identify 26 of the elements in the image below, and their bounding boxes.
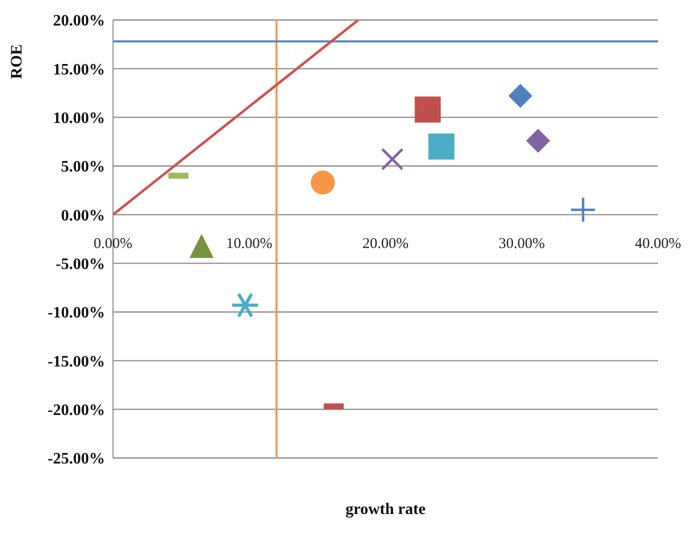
y-tick-label: 10.00% <box>53 110 105 128</box>
point <box>526 128 550 153</box>
y-tick-label: 5.00% <box>61 158 105 176</box>
point <box>190 234 214 258</box>
point <box>571 198 596 222</box>
point <box>414 96 441 123</box>
y-tick-label: -15.00% <box>48 353 105 370</box>
y-tick-label: -10.00% <box>48 304 105 322</box>
x-tick-label: 40.00% <box>634 236 682 252</box>
y-tick-label: -25.00% <box>48 450 105 468</box>
point <box>508 84 532 108</box>
y-axis-title: ROE <box>8 44 26 79</box>
point <box>381 148 404 170</box>
y-tick-label: -5.00% <box>56 256 105 274</box>
y-tick-label: 20.00% <box>53 12 105 30</box>
x-tick-label: 0.00% <box>94 236 132 252</box>
y-tick-label: 15.00% <box>53 61 105 78</box>
x-axis-title: growth rate <box>345 501 426 518</box>
point <box>310 170 335 195</box>
x-tick-label: 20.00% <box>362 236 409 252</box>
y-tick-label: 0.00% <box>61 207 105 224</box>
x-tick-label: 10.00% <box>226 236 272 252</box>
point <box>428 134 454 160</box>
point <box>232 293 258 318</box>
y-tick-label: -20.00% <box>48 402 105 420</box>
x-tick-label: 30.00% <box>498 236 545 252</box>
